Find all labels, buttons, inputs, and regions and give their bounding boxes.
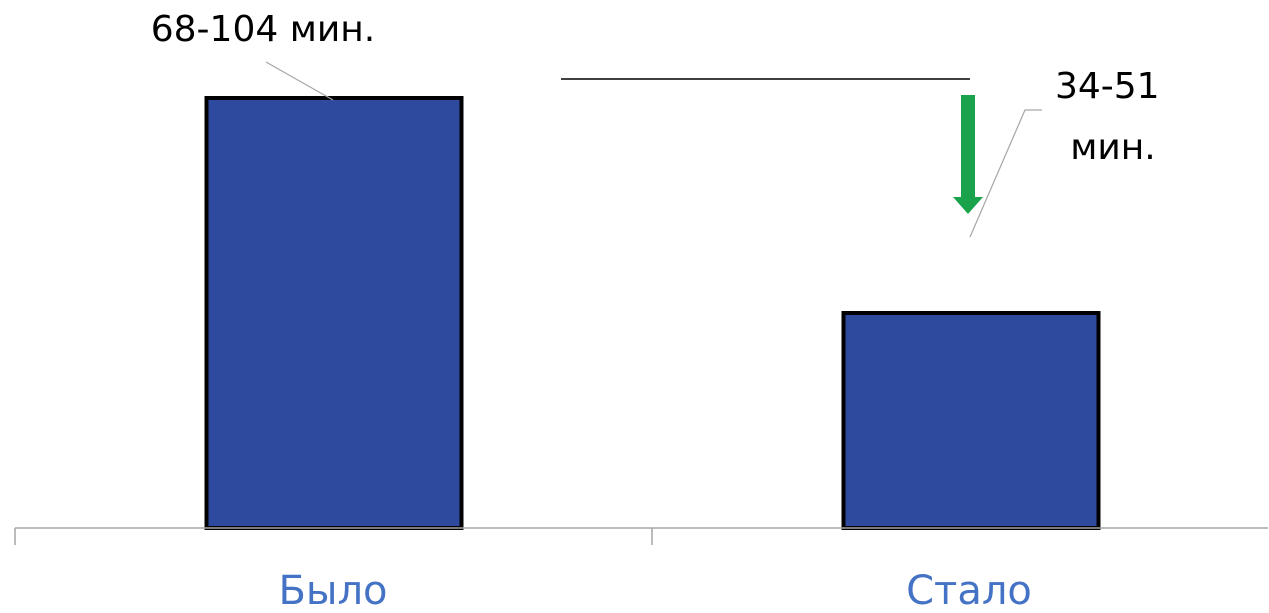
data-label-leader-line — [969, 109, 1042, 238]
data-label-bar-1: 68-104 мин. — [151, 9, 376, 50]
data-label-leader-line — [265, 61, 334, 101]
bar-1 — [204, 96, 464, 530]
decrease-arrow-icon — [953, 95, 983, 214]
category-label-stalo: Стало — [906, 568, 1032, 613]
category-label-bylo: Было — [278, 568, 387, 613]
bars-group — [204, 96, 1101, 530]
bar-2 — [841, 311, 1101, 530]
data-label-bar-2: 34-51 мин. — [1055, 66, 1171, 168]
